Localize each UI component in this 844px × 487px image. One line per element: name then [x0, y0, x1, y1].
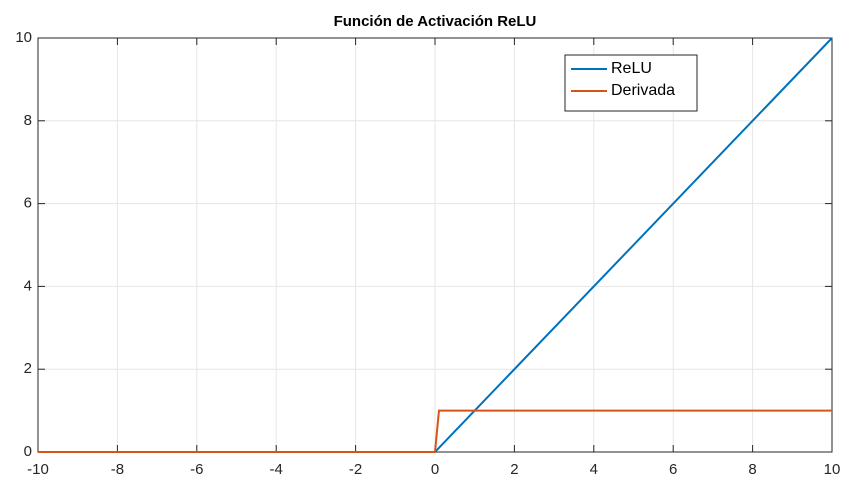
- x-tick-label: 10: [824, 461, 841, 478]
- y-tick-label: 8: [24, 112, 32, 129]
- x-tick-label: 0: [431, 461, 439, 478]
- legend-box: [564, 54, 698, 112]
- legend-label: Derivada: [611, 82, 675, 99]
- chart-title: Función de Activación ReLU: [334, 13, 537, 30]
- y-tick-label: 6: [24, 195, 32, 212]
- x-tick-label: 6: [669, 461, 677, 478]
- y-tick-label: 2: [24, 360, 32, 377]
- legend-label: ReLU: [611, 60, 652, 77]
- x-tick-label: -10: [27, 461, 49, 478]
- x-tick-label: 8: [748, 461, 756, 478]
- y-tick-label: 4: [24, 277, 32, 294]
- line-series: [38, 409, 832, 453]
- x-tick-label: 4: [590, 461, 598, 478]
- x-tick-label: -2: [349, 461, 362, 478]
- x-tick-label: -4: [270, 461, 283, 478]
- y-tick-label: 10: [15, 29, 32, 46]
- x-tick-label: -6: [190, 461, 203, 478]
- x-tick-label: 2: [510, 461, 518, 478]
- y-tick-label: 0: [24, 443, 32, 460]
- x-tick-label: -8: [111, 461, 124, 478]
